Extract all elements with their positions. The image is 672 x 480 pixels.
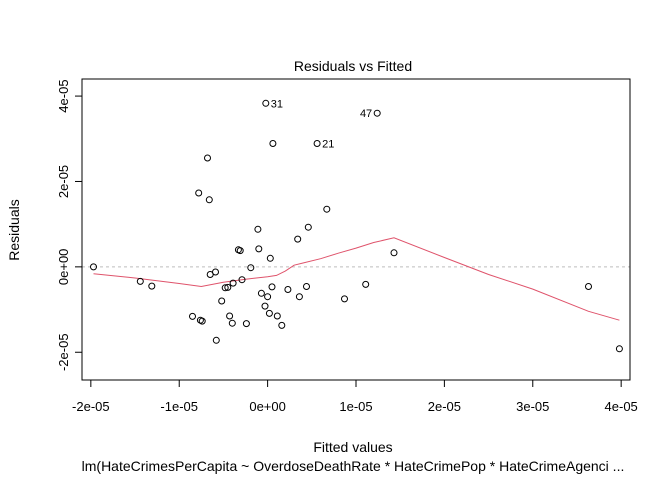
x-axis: -2e-05 -1e-05 0e+00 1e-05 2e-05 3e-05 4e-05 — [72, 379, 638, 414]
x-tick-label: 2e-05 — [428, 399, 461, 414]
point-labels-layer: 31 21 47 — [271, 98, 372, 150]
residual-point — [273, 312, 281, 320]
residual-point — [254, 225, 262, 233]
residual-point — [264, 293, 272, 301]
residual-point — [262, 99, 270, 107]
residual-point — [313, 140, 321, 147]
x-axis-label: Fitted values — [313, 439, 392, 455]
residual-point — [294, 235, 302, 243]
residual-point — [268, 283, 276, 291]
outlier-label: 47 — [360, 108, 372, 120]
residual-point — [90, 263, 97, 271]
residual-point — [247, 264, 255, 272]
x-tick-label: 1e-05 — [339, 399, 372, 414]
residual-point — [148, 282, 156, 290]
residual-point — [224, 283, 232, 291]
y-tick-label: 4e-05 — [56, 79, 71, 112]
residual-point — [269, 140, 277, 147]
residual-point — [226, 312, 234, 320]
residual-point — [238, 276, 246, 284]
residual-point — [278, 321, 286, 329]
residual-point — [236, 247, 244, 255]
residual-point — [615, 345, 623, 353]
residual-point — [323, 205, 331, 213]
smooth-trend-line — [93, 237, 620, 321]
residual-point — [373, 109, 381, 117]
residual-point — [303, 283, 310, 290]
points-layer — [90, 99, 623, 353]
y-tick-label: 2e-05 — [56, 165, 71, 198]
residual-point — [195, 189, 203, 197]
residual-point — [205, 196, 213, 204]
residual-point — [198, 317, 206, 325]
residual-point — [261, 302, 269, 310]
y-axis-label: Residuals — [6, 199, 22, 260]
residual-point — [266, 254, 274, 262]
outlier-label: 21 — [322, 139, 334, 151]
x-tick-label: 0e+00 — [249, 399, 286, 414]
residual-point — [218, 297, 226, 305]
residual-point — [265, 309, 273, 317]
residual-point — [242, 320, 250, 328]
residual-point — [585, 283, 592, 290]
y-tick-label: -2e-05 — [56, 333, 71, 371]
y-axis: -2e-05 0e+00 2e-05 4e-05 — [56, 79, 83, 371]
chart-title: Residuals vs Fitted — [294, 58, 412, 74]
residual-point — [255, 245, 263, 253]
residual-point — [341, 295, 348, 303]
y-tick-label: 0e+00 — [56, 249, 71, 286]
residual-point — [228, 319, 236, 327]
residual-point — [284, 286, 292, 293]
residual-point — [390, 249, 398, 257]
x-tick-label: 4e-05 — [605, 399, 638, 414]
residual-point — [295, 293, 303, 301]
x-tick-label: 3e-05 — [516, 399, 549, 414]
residual-point — [136, 277, 144, 285]
residual-point — [221, 284, 229, 292]
model-formula-subtitle: lm(HateCrimesPerCapita ~ OverdoseDeathRa… — [82, 458, 625, 474]
residual-point — [189, 312, 196, 320]
residual-point — [212, 268, 219, 276]
residual-point — [204, 154, 211, 162]
smooth-layer — [93, 237, 620, 321]
x-tick-label: -1e-05 — [160, 399, 198, 414]
residual-point — [362, 280, 370, 288]
residual-point — [257, 289, 265, 297]
residual-point — [212, 336, 220, 344]
residual-point — [229, 279, 237, 287]
residual-point — [304, 223, 312, 231]
outlier-label: 31 — [271, 98, 283, 110]
x-tick-label: -2e-05 — [72, 399, 110, 414]
